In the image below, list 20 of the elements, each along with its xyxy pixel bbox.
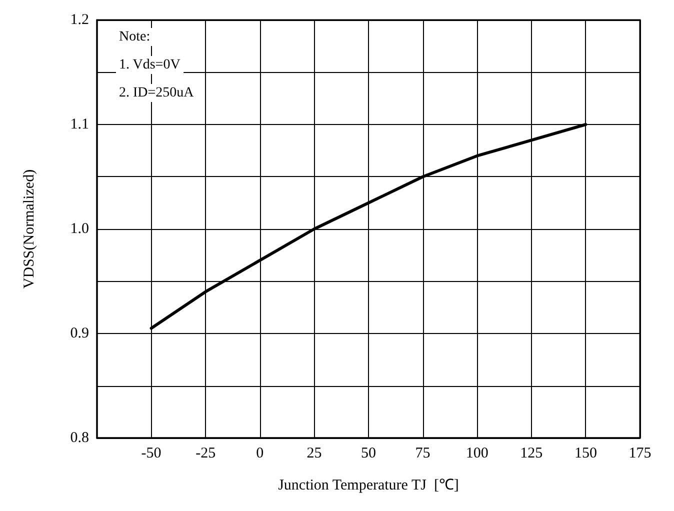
x-tick-label: 75 xyxy=(415,446,430,462)
annotation: 1. Vds=0V xyxy=(119,58,180,72)
y-tick-label: 1.1 xyxy=(70,116,89,132)
x-tick-label: -50 xyxy=(141,446,162,462)
y-tick-label: 0.8 xyxy=(70,430,89,446)
x-axis-title: Junction Temperature TJ [℃] xyxy=(278,478,459,494)
x-tick-label: 25 xyxy=(306,446,322,462)
y-axis-title: VDSS(Normalized) xyxy=(22,169,38,289)
x-tick-label: 175 xyxy=(628,446,652,462)
y-tick-label: 1.2 xyxy=(70,12,89,28)
y-tick-label: 1.0 xyxy=(70,221,89,237)
x-tick-label: 50 xyxy=(361,446,376,462)
x-tick-label: 100 xyxy=(466,446,488,462)
x-tick-label: 0 xyxy=(256,446,264,462)
y-tick-label: 0.9 xyxy=(70,326,89,342)
x-tick-label: 125 xyxy=(520,446,543,462)
annotation: Note: xyxy=(119,30,150,44)
x-tick-label: -25 xyxy=(196,446,216,462)
x-tick-label: 150 xyxy=(574,446,597,462)
annotation: 2. ID=250uA xyxy=(119,86,195,100)
